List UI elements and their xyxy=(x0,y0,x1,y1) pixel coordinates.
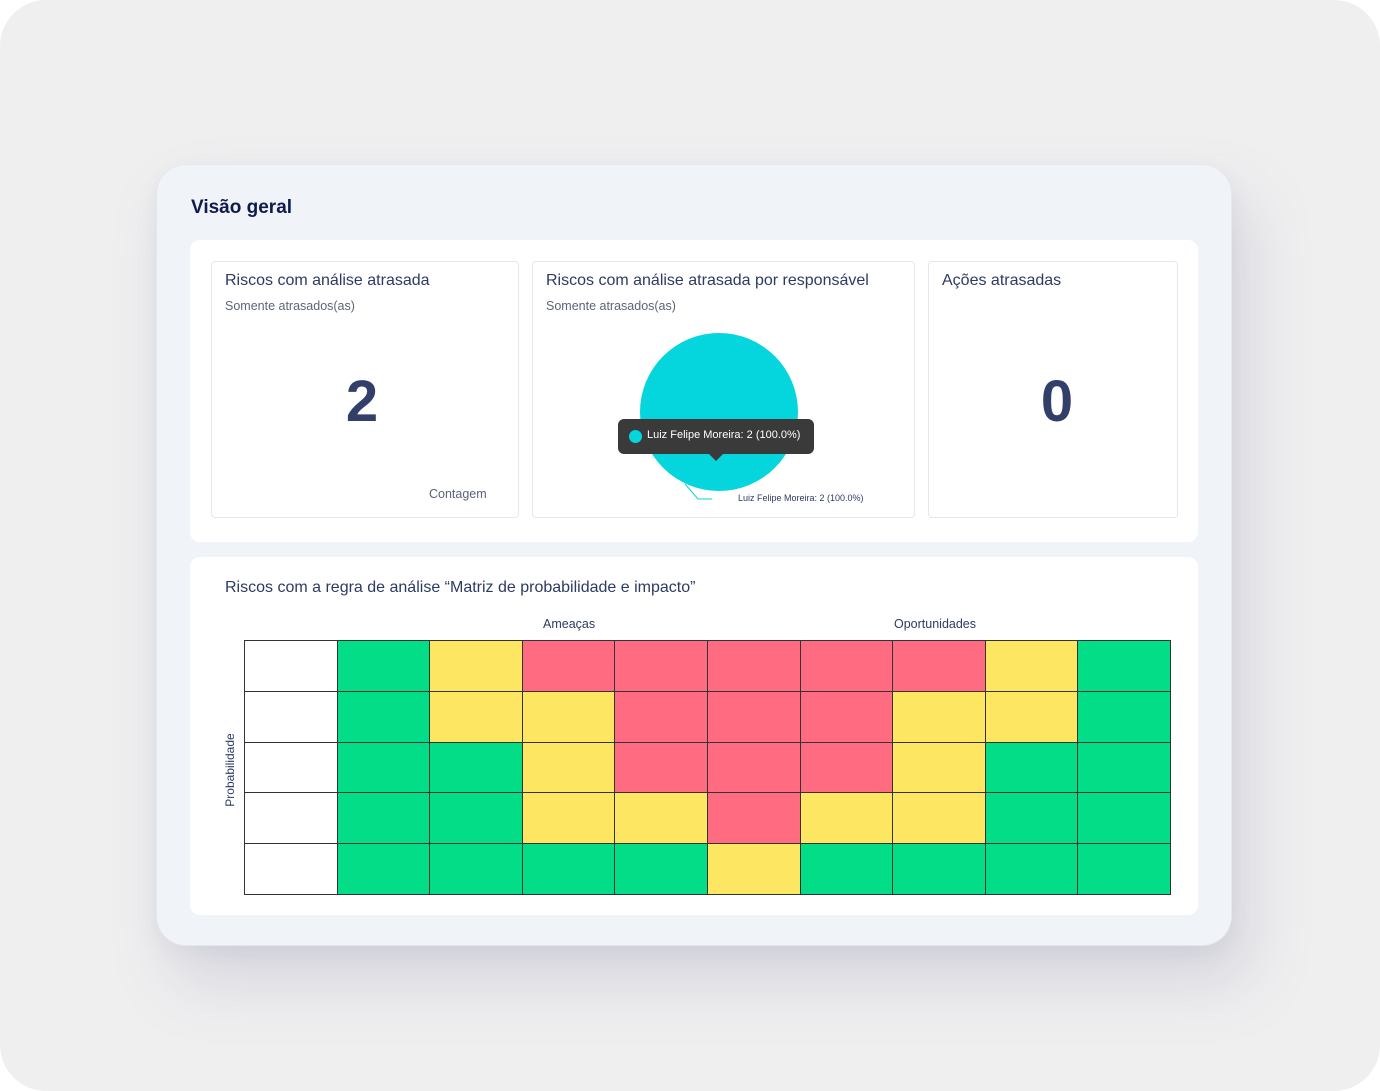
matrix-cell[interactable] xyxy=(430,793,523,845)
matrix-cell[interactable] xyxy=(893,691,986,743)
matrix-cell[interactable] xyxy=(337,691,431,743)
matrix-cell[interactable] xyxy=(800,844,894,895)
card-overdue-risks[interactable]: Riscos com análise atrasada Somente atra… xyxy=(211,261,519,518)
matrix-cell[interactable] xyxy=(707,691,801,743)
matrix-cell[interactable] xyxy=(800,793,894,845)
matrix-cell[interactable] xyxy=(337,641,431,692)
tooltip-arrow xyxy=(709,454,723,461)
pie-slice-label: Luiz Felipe Moreira: 2 (100.0%) xyxy=(738,493,864,503)
matrix-cell[interactable] xyxy=(1078,793,1171,845)
matrix-cell[interactable] xyxy=(430,844,523,895)
matrix-cell[interactable] xyxy=(985,641,1079,692)
matrix-cell[interactable] xyxy=(615,844,708,895)
matrix-cell[interactable] xyxy=(245,742,338,794)
page-title: Visão geral xyxy=(191,197,293,218)
overdue-risks-count: 2 xyxy=(345,369,379,434)
matrix-cell[interactable] xyxy=(615,793,708,845)
pie-chart xyxy=(640,333,798,500)
matrix-cell[interactable] xyxy=(522,641,616,692)
matrix-cell[interactable] xyxy=(707,844,801,895)
pie-label-leader-line xyxy=(684,483,712,500)
tooltip-color-dot xyxy=(629,430,642,443)
card-title: Ações atrasadas xyxy=(942,272,1062,289)
matrix-cell[interactable] xyxy=(707,641,801,692)
probability-axis-label: Probabilidade xyxy=(223,733,237,807)
matrix-cell[interactable] xyxy=(245,844,338,895)
matrix-cell[interactable] xyxy=(337,793,431,845)
risk-matrix xyxy=(244,640,1171,895)
matrix-cell[interactable] xyxy=(430,691,523,743)
matrix-cell[interactable] xyxy=(522,793,616,845)
matrix-cell[interactable] xyxy=(985,742,1079,794)
chart-tooltip: Luiz Felipe Moreira: 2 (100.0%) xyxy=(618,419,814,461)
matrix-cell[interactable] xyxy=(707,793,801,845)
pie-slice-luiz-felipe-moreira[interactable] xyxy=(640,333,798,491)
card-overdue-by-owner[interactable]: Riscos com análise atrasada por responsá… xyxy=(532,261,915,518)
matrix-cell[interactable] xyxy=(615,641,708,692)
card-subtitle: Somente atrasados(as) xyxy=(225,299,355,313)
matrix-cell[interactable] xyxy=(1078,691,1171,743)
overdue-actions-count: 0 xyxy=(1040,369,1074,434)
matrix-cell[interactable] xyxy=(245,691,338,743)
matrix-cell[interactable] xyxy=(430,742,523,794)
matrix-title: Riscos com a regra de análise “Matriz de… xyxy=(225,579,696,596)
card-overdue-actions[interactable]: Ações atrasadas 0 xyxy=(928,261,1178,518)
matrix-cell[interactable] xyxy=(893,793,986,845)
tooltip-text: Luiz Felipe Moreira: 2 (100.0%) xyxy=(647,429,801,441)
matrix-cell[interactable] xyxy=(800,641,894,692)
matrix-cell[interactable] xyxy=(893,641,986,692)
matrix-cell[interactable] xyxy=(985,793,1079,845)
matrix-cell[interactable] xyxy=(985,844,1079,895)
matrix-cell[interactable] xyxy=(245,641,338,692)
matrix-cell[interactable] xyxy=(1078,641,1171,692)
matrix-cell[interactable] xyxy=(615,691,708,743)
matrix-cell[interactable] xyxy=(430,641,523,692)
matrix-cell[interactable] xyxy=(522,742,616,794)
threats-header: Ameaças xyxy=(543,617,596,631)
matrix-cell[interactable] xyxy=(893,742,986,794)
matrix-cell[interactable] xyxy=(245,793,338,845)
matrix-cell[interactable] xyxy=(707,742,801,794)
matrix-cell[interactable] xyxy=(800,691,894,743)
matrix-cell[interactable] xyxy=(522,691,616,743)
matrix-cell[interactable] xyxy=(615,742,708,794)
matrix-cell[interactable] xyxy=(1078,844,1171,895)
matrix-cell[interactable] xyxy=(985,691,1079,743)
count-label: Contagem xyxy=(429,487,487,501)
opportunities-header: Oportunidades xyxy=(894,617,977,631)
card-title: Riscos com análise atrasada xyxy=(225,272,430,289)
matrix-cell[interactable] xyxy=(893,844,986,895)
matrix-cell[interactable] xyxy=(800,742,894,794)
card-title: Riscos com análise atrasada por responsá… xyxy=(546,272,869,289)
card-subtitle: Somente atrasados(as) xyxy=(546,299,676,313)
matrix-cell[interactable] xyxy=(337,742,431,794)
matrix-cell[interactable] xyxy=(1078,742,1171,794)
matrix-cell[interactable] xyxy=(522,844,616,895)
matrix-cell[interactable] xyxy=(337,844,431,895)
